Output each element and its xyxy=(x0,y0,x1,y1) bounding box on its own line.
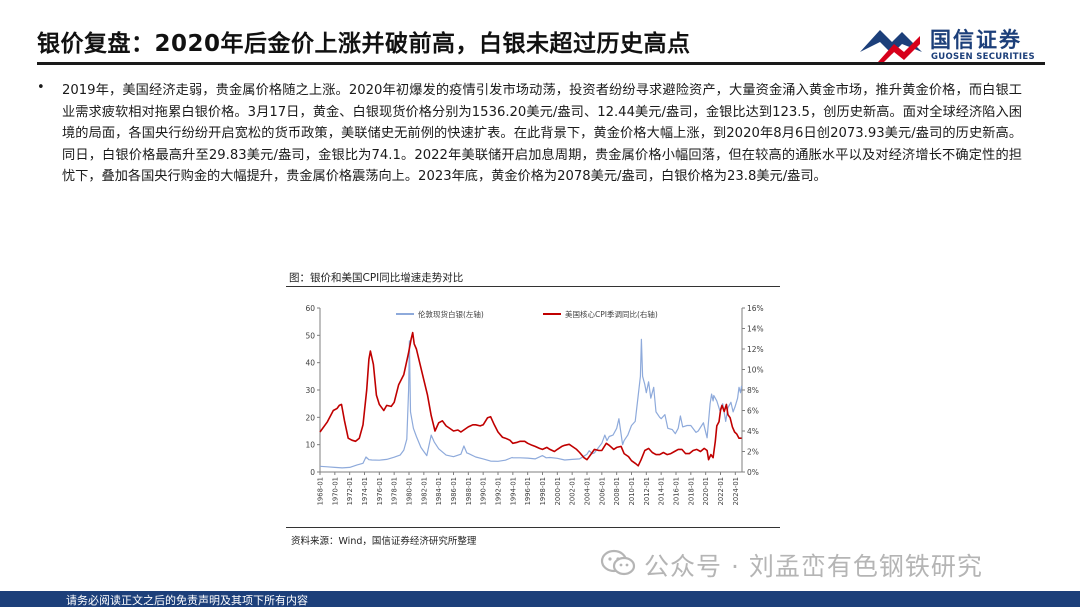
x-tick-label: 2010-01 xyxy=(628,477,636,505)
logo-name-cn: 国信证券 xyxy=(930,28,1022,52)
right-tick-label: 10% xyxy=(747,366,764,375)
paragraph-text: 2019年，美国经济走弱，贵金属价格随之上涨。2020年初爆发的疫情引发市场动荡… xyxy=(62,83,1023,185)
footer-disclaimer: 请务必阅读正文之后的免责声明及其项下所有内容 xyxy=(66,594,308,607)
right-tick-label: 0% xyxy=(747,468,759,477)
watermark-text: 公众号 · 刘孟峦有色钢铁研究 xyxy=(644,552,983,581)
x-tick-label: 2018-01 xyxy=(687,477,695,505)
x-tick-label: 2000-01 xyxy=(554,477,562,505)
left-tick-label: 20 xyxy=(305,413,315,422)
left-tick-label: 0 xyxy=(310,468,315,477)
bullet-symbol: • xyxy=(37,80,45,95)
x-tick-label: 2024-01 xyxy=(732,477,740,505)
chart-series xyxy=(319,331,743,469)
right-tick-label: 6% xyxy=(747,407,759,416)
x-tick-label: 2016-01 xyxy=(672,477,680,505)
x-tick-label: 1990-01 xyxy=(480,477,488,505)
x-tick-label: 1972-01 xyxy=(346,477,354,505)
bullet-paragraph: • 2019年，美国经济走弱，贵金属价格随之上涨。2020年初爆发的疫情引发市场… xyxy=(37,80,1023,188)
title-bar: 银价复盘：2020年后金价上涨并破前高，白银未超过历史高点 xyxy=(0,0,1080,70)
right-tick-label: 14% xyxy=(747,325,764,334)
chart-axes: 0 10 20 30 40 50 60 0% 2% 4% 6% 8% 10% 12% 14% 16% 1968-… xyxy=(305,304,763,505)
x-tick-label: 2022-01 xyxy=(717,477,725,505)
x-tick-label: 1998-01 xyxy=(539,477,547,505)
right-tick-label: 8% xyxy=(747,386,759,395)
footer-bar: 请务必阅读正文之后的免责声明及其项下所有内容 xyxy=(0,591,1080,607)
figure-title-rule xyxy=(286,286,780,287)
x-tick-label: 1982-01 xyxy=(420,477,428,505)
x-tick-label: 1984-01 xyxy=(435,477,443,505)
logo-name-en: GUOSEN SECURITIES xyxy=(931,52,1035,62)
source-rule xyxy=(286,527,780,528)
left-tick-label: 10 xyxy=(305,441,315,450)
x-tick-label: 1986-01 xyxy=(450,477,458,505)
right-tick-label: 2% xyxy=(747,448,759,457)
left-tick-label: 50 xyxy=(305,331,315,340)
left-tick-label: 40 xyxy=(305,359,315,368)
right-tick-label: 16% xyxy=(747,304,764,313)
x-tick-label: 1978-01 xyxy=(391,477,399,505)
chart-legend: 伦敦现货白银(左轴) 美国核心CPI季调同比(右轴) xyxy=(396,309,658,319)
x-tick-label: 1970-01 xyxy=(331,477,339,505)
x-tick-label: 2008-01 xyxy=(613,477,621,505)
right-tick-label: 4% xyxy=(747,427,759,436)
series-line-silver xyxy=(319,338,743,469)
right-tick-label: 12% xyxy=(747,345,764,354)
page-title: 银价复盘：2020年后金价上涨并破前高，白银未超过历史高点 xyxy=(37,31,691,57)
x-tick-label: 1992-01 xyxy=(494,477,502,505)
x-tick-label: 1994-01 xyxy=(509,477,517,505)
legend-label: 美国核心CPI季调同比(右轴) xyxy=(565,309,658,319)
x-tick-label: 2020-01 xyxy=(702,477,710,505)
x-tick-label: 2004-01 xyxy=(583,477,591,505)
x-tick-label: 2012-01 xyxy=(643,477,651,505)
silver-cpi-chart: 0 10 20 30 40 50 60 0% 2% 4% 6% 8% 10% 12% 14% 16% 1968-… xyxy=(305,304,763,505)
title-underline xyxy=(37,62,1045,65)
x-tick-label: 1988-01 xyxy=(465,477,473,505)
x-tick-label: 2014-01 xyxy=(658,477,666,505)
guosen-logo-icon xyxy=(860,30,922,62)
x-tick-label: 1974-01 xyxy=(361,477,369,505)
figure-source: 资料来源：Wind，国信证券经济研究所整理 xyxy=(291,536,477,547)
left-tick-label: 60 xyxy=(305,304,315,313)
wechat-icon xyxy=(600,549,636,576)
guosen-logo: 国信证券 GUOSEN SECURITIES xyxy=(858,22,1048,64)
x-tick-label: 1980-01 xyxy=(405,477,413,505)
legend-label: 伦敦现货白银(左轴) xyxy=(418,309,484,319)
x-tick-label: 1996-01 xyxy=(524,477,532,505)
x-tick-label: 2006-01 xyxy=(598,477,606,505)
series-line-cpi xyxy=(319,331,742,467)
x-tick-label: 2002-01 xyxy=(569,477,577,505)
x-tick-label: 1976-01 xyxy=(376,477,384,505)
figure-title: 图：银价和美国CPI同比增速走势对比 xyxy=(289,272,464,284)
wechat-watermark: 公众号 · 刘孟峦有色钢铁研究 xyxy=(600,545,1060,581)
left-tick-label: 30 xyxy=(305,386,315,395)
x-tick-label: 1968-01 xyxy=(317,477,325,505)
